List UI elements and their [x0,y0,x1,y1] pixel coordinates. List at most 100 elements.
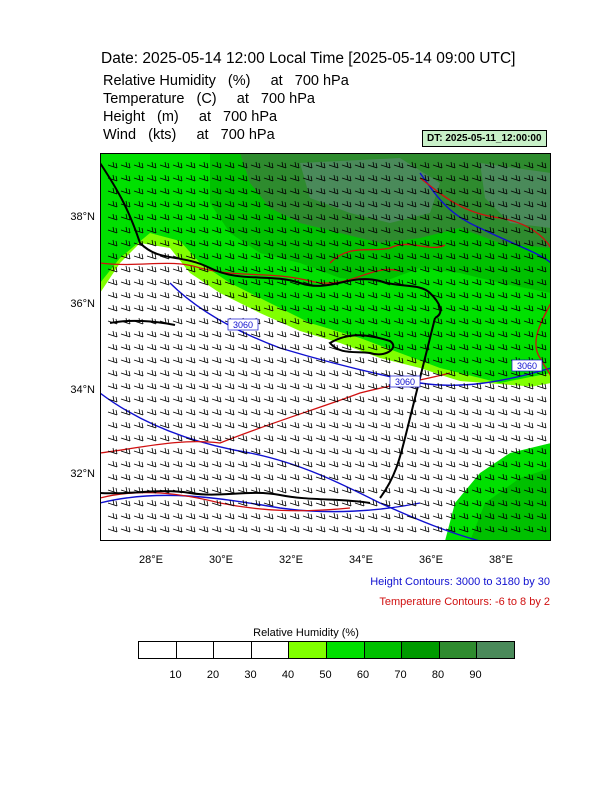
wind-barb [211,369,222,377]
wind-barb [497,278,508,286]
wind-barb [302,200,313,208]
wind-barb [159,278,170,286]
wind-barb [536,200,547,208]
wind-barb [107,278,118,286]
wind-barb [224,434,235,442]
wind-barb [224,187,235,195]
lat-label-38: 38°N [70,211,95,223]
wind-barb [250,382,261,390]
wind-barb [159,213,170,221]
coastline-egypt [100,490,371,504]
wind-barb [523,174,534,182]
wind-barb [263,278,274,286]
wind-barb [211,382,222,390]
wind-barb [211,499,222,507]
wind-barb [146,512,157,520]
map-panel: 3060 3060 3060 [100,153,551,541]
wind-barb [211,408,222,416]
map-border [100,153,551,541]
wind-barb [471,395,482,403]
wind-barb [172,174,183,182]
wind-barb [276,473,287,481]
wind-barb [380,291,391,299]
wind-barb [107,252,118,260]
wind-barb [315,226,326,234]
wind-barb [159,317,170,325]
wind-barb [185,486,196,494]
wind-barb [276,330,287,338]
wind-barb [484,226,495,234]
wind-barb [224,369,235,377]
wind-barb [406,421,417,429]
wind-barb [250,330,261,338]
wind-barb [458,369,469,377]
wind-barb [276,187,287,195]
wind-barb [185,174,196,182]
wind-barb [445,382,456,390]
wind-barb [458,356,469,364]
wind-barb [120,525,131,533]
wind-barb [445,434,456,442]
wind-barb [432,343,443,351]
wind-barb [250,473,261,481]
wind-barb [211,460,222,468]
wind-barb [185,369,196,377]
wind-barb [432,317,443,325]
wind-barb [146,174,157,182]
wind-barb [536,525,547,533]
wind-barb [393,434,404,442]
wind-barb [471,304,482,312]
wind-barb [315,343,326,351]
wind-barb [315,395,326,403]
wind-barb [172,486,183,494]
wind-barb [510,226,521,234]
wind-barb [289,473,300,481]
wind-barb [497,421,508,429]
wind-barb [341,330,352,338]
wind-barb [536,226,547,234]
wind-barb [432,278,443,286]
height-label-1: 3060 [227,318,259,331]
wind-barb [172,421,183,429]
wind-barb [328,525,339,533]
wind-barb [133,265,144,273]
wind-barb [263,187,274,195]
wind-barb [263,226,274,234]
wind-barb [289,460,300,468]
wind-barb [276,200,287,208]
wind-barb [302,252,313,260]
wind-barb [471,447,482,455]
wind-barb [198,239,209,247]
wind-barb [367,239,378,247]
wind-barb [445,486,456,494]
wind-barb [315,330,326,338]
wind-barb [224,226,235,234]
wind-barb [393,278,404,286]
wind-barb [276,239,287,247]
wind-barb [341,512,352,520]
wind-barb [523,278,534,286]
wind-barb [107,460,118,468]
wind-barb [419,421,430,429]
wind-barb [328,278,339,286]
wind-barb [224,512,235,520]
wind-barb [523,473,534,481]
wind-barb [523,382,534,390]
wind-barb [302,369,313,377]
wind-barb [458,278,469,286]
wind-barb [341,213,352,221]
wind-barb [237,213,248,221]
wind-barb [315,187,326,195]
wind-barb [536,304,547,312]
wind-barb [510,382,521,390]
wind-barb [276,343,287,351]
wind-barb [341,278,352,286]
wind-barb [250,369,261,377]
wind-barb [393,174,404,182]
wind-barb [536,317,547,325]
wind-barb [302,499,313,507]
wind-barb [536,252,547,260]
wind-barb [185,434,196,442]
wind-barb [497,408,508,416]
colorbar-tick-label: 80 [431,669,445,681]
